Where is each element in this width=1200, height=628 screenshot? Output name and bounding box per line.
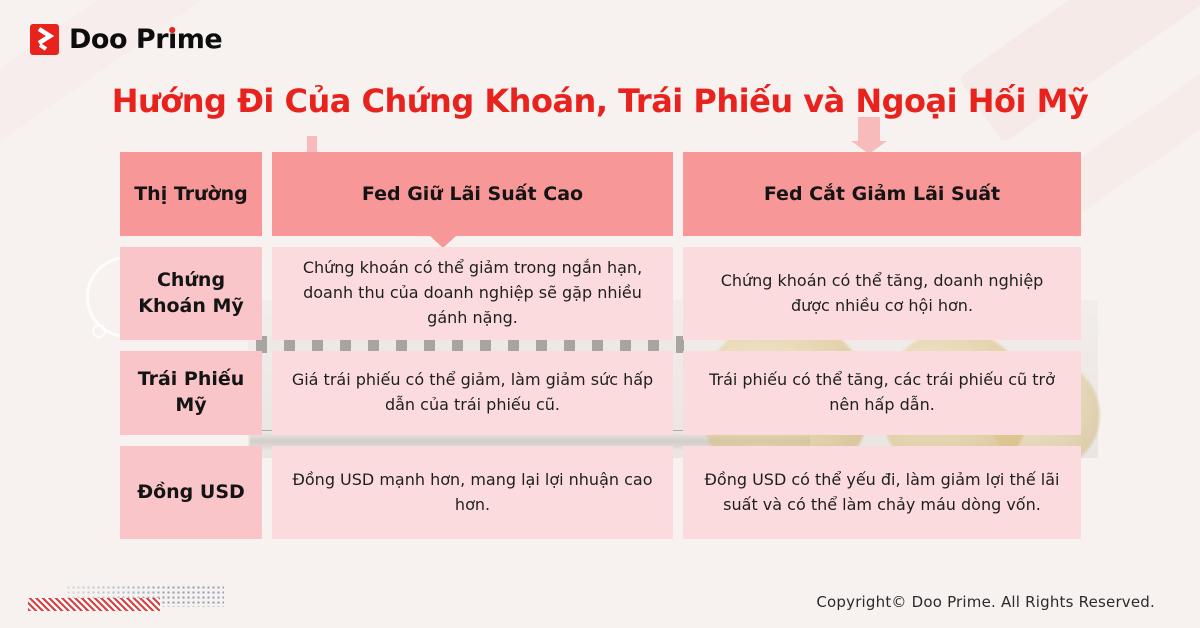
cell-bonds-rate-cuts: Trái phiếu có thể tăng, các trái phiếu c…: [683, 351, 1081, 435]
col-header-market: Thị Trường: [120, 152, 262, 236]
col-header-high-rates: Fed Giữ Lãi Suất Cao: [272, 152, 673, 236]
doo-prime-logo: Doo Prı me: [30, 24, 223, 55]
cell-stocks-rate-cuts: Chứng khoán có thể tăng, doanh nghiệp đư…: [683, 247, 1081, 340]
doo-prime-wordmark: Doo Prı me: [69, 24, 223, 55]
copyright-text: Copyright© Doo Prime. All Rights Reserve…: [816, 593, 1155, 611]
header-pointer-triangle: [429, 235, 457, 248]
cell-stocks-high-rates: Chứng khoán có thể giảm trong ngắn hạn, …: [272, 247, 673, 340]
page-title: Hướng Đi Của Chứng Khoán, Trái Phiếu và …: [111, 82, 1089, 120]
red-dot-icon: [169, 27, 176, 33]
wordmark-prefix: Doo Pr: [69, 24, 169, 55]
background-building-windows: [256, 336, 684, 353]
striped-bar-decoration: [28, 598, 160, 611]
row-label-us-bonds: Trái Phiếu Mỹ: [120, 351, 262, 435]
cell-usd-high-rates: Đồng USD mạnh hơn, mang lại lợi nhuận ca…: [272, 446, 673, 539]
wordmark-i: ı: [168, 24, 177, 55]
col-header-rate-cuts: Fed Cắt Giảm Lãi Suất: [683, 152, 1081, 236]
comparison-table: Thị Trường Fed Giữ Lãi Suất Cao Fed Cắt …: [120, 152, 1081, 539]
wordmark-suffix: me: [176, 24, 223, 55]
doo-prime-logo-icon: [30, 24, 59, 55]
cell-usd-rate-cuts: Đồng USD có thể yếu đi, làm giảm lợi thế…: [683, 446, 1081, 539]
circle-dot-decoration: [92, 324, 106, 338]
arrow-stem-decoration: [307, 136, 317, 153]
row-label-us-stocks: Chứng Khoán Mỹ: [120, 247, 262, 340]
cell-bonds-high-rates: Giá trái phiếu có thể giảm, làm giảm sức…: [272, 351, 673, 435]
down-arrow-icon: [851, 117, 887, 154]
row-label-usd: Đồng USD: [120, 446, 262, 539]
